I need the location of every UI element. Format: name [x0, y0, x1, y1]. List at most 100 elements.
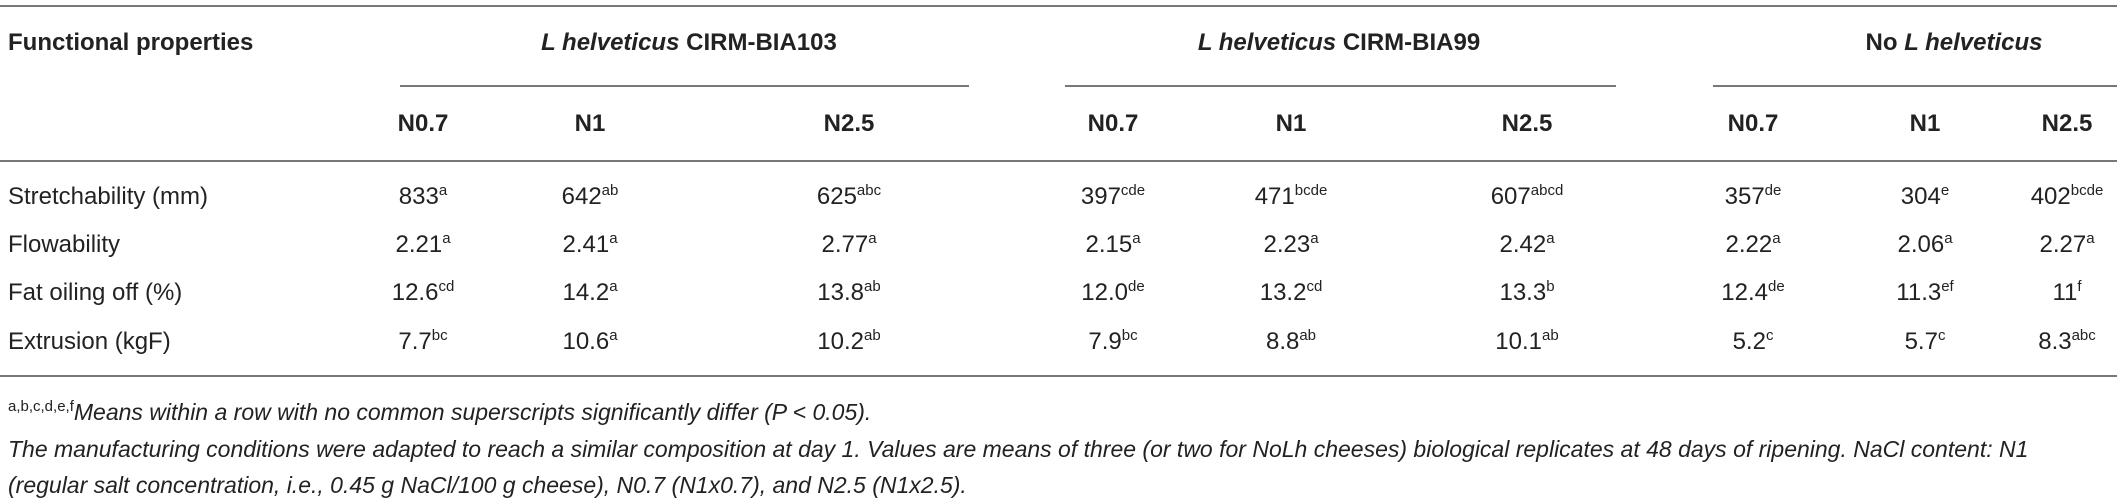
cell-superscript: bcde: [1294, 182, 1328, 199]
cell-value: 357: [1724, 183, 1765, 210]
cell-value: 12.0: [1081, 279, 1129, 306]
cell-value: 402: [2030, 183, 2071, 210]
cell-superscript: bcde: [2070, 182, 2104, 199]
cell: 357de: [1725, 182, 1782, 212]
cell-superscript: f: [2077, 278, 2082, 295]
cell-value: 13.8: [817, 279, 865, 306]
cell-value: 12.4: [1721, 279, 1769, 306]
cell-superscript: de: [1768, 278, 1785, 295]
cell: 625abc: [817, 182, 881, 212]
cell-value: 2.22: [1725, 231, 1773, 258]
column-header: N2.5: [2041, 110, 2093, 137]
cell-value: 7.7: [398, 328, 432, 355]
group-title: L helveticus CIRM-BIA99: [1198, 28, 1480, 58]
group-rule: [1065, 85, 1616, 87]
cell-value: 2.15: [1085, 231, 1133, 258]
cell-superscript: ab: [864, 278, 881, 295]
cell-value: 2.27: [2039, 231, 2087, 258]
cell-superscript: ef: [1941, 278, 1954, 295]
cell-superscript: cd: [1306, 278, 1323, 295]
cell: 11f: [2052, 278, 2081, 308]
cell: 7.7bc: [398, 327, 447, 357]
cell-superscript: a: [1132, 230, 1141, 247]
cell-superscript: a: [1546, 230, 1555, 247]
group-title-part: L helveticus: [1197, 29, 1337, 56]
group-rule: [400, 85, 969, 87]
cell: 2.21a: [395, 230, 450, 260]
cell: 5.7c: [1905, 327, 1946, 357]
column-header: N0.7: [397, 110, 449, 137]
cell: 10.6a: [562, 327, 617, 357]
cell-superscript: ab: [1299, 327, 1317, 344]
cell-superscript: ab: [864, 327, 881, 344]
cell-superscript: e: [1940, 182, 1950, 199]
cell: 397cde: [1081, 182, 1145, 212]
cell-superscript: a: [1772, 230, 1781, 247]
cell-superscript: a: [609, 278, 618, 295]
header-label: Functional properties: [8, 29, 254, 56]
row-label: Stretchability (mm): [8, 183, 209, 210]
cell-superscript: abc: [856, 182, 882, 199]
cell: 14.2a: [562, 278, 617, 308]
column-header: N1: [1909, 110, 1941, 137]
cell-value: 7.9: [1088, 328, 1122, 355]
cell-value: 2.41: [562, 231, 610, 258]
cell-value: 2.21: [395, 231, 443, 258]
column-header: N2.5: [823, 110, 875, 137]
rule: [0, 5, 2117, 7]
cell-value: 13.3: [1499, 279, 1547, 306]
cell: 2.41a: [562, 230, 617, 260]
cell-value: 8.8: [1265, 328, 1300, 355]
cell: 2.23a: [1263, 230, 1318, 260]
cell: 13.2cd: [1260, 278, 1323, 308]
cell-superscript: c: [1765, 327, 1774, 344]
group-title-part: CIRM-BIA103: [686, 29, 837, 56]
cell-superscript: abc: [2071, 327, 2096, 344]
cell-value: 10.2: [817, 328, 865, 355]
column-header: N1: [1275, 110, 1307, 137]
cell-superscript: a: [1944, 230, 1953, 247]
cell: 7.9bc: [1088, 327, 1137, 357]
cell-value: 8.3: [2038, 328, 2072, 355]
cell-value: 2.42: [1499, 231, 1547, 258]
cell-value: 607: [1490, 183, 1531, 210]
cell-superscript: ab: [1542, 327, 1559, 344]
cell-superscript: a: [868, 230, 877, 247]
cell-superscript: a: [442, 230, 451, 247]
group-rule: [1713, 85, 2117, 87]
rule: [0, 375, 2117, 377]
cell: 5.2c: [1733, 327, 1774, 357]
cell-superscript: bc: [1121, 327, 1138, 344]
cell: 2.27a: [2039, 230, 2094, 260]
cell: 13.3b: [1499, 278, 1554, 308]
cell-value: 5.2: [1732, 328, 1766, 355]
cell-superscript: a: [609, 230, 618, 247]
cell: 2.42a: [1499, 230, 1554, 260]
cell-superscript: a: [438, 182, 448, 199]
cell: 2.77a: [821, 230, 876, 260]
cell-value: 13.2: [1259, 279, 1307, 306]
cell: 2.15a: [1085, 230, 1140, 260]
cell: 8.3abc: [2038, 327, 2096, 357]
cell-superscript: abcd: [1530, 182, 1564, 199]
cell-value: 397: [1080, 183, 1121, 210]
cell: 304e: [1901, 182, 1949, 212]
cell-value: 11: [2052, 279, 2078, 306]
column-header: N2.5: [1501, 110, 1553, 137]
cell: 642ab: [562, 182, 619, 212]
cell-value: 11.3: [1896, 279, 1942, 306]
cell-superscript: de: [1128, 278, 1145, 295]
row-label: Extrusion (kgF): [8, 328, 171, 355]
column-header: N0.7: [1727, 110, 1779, 137]
rule: [0, 160, 2117, 162]
row-label: Fat oiling off (%): [8, 279, 183, 306]
cell: 12.0de: [1081, 278, 1144, 308]
group-title-part: No: [1865, 29, 1898, 56]
cell-superscript: c: [1937, 327, 1946, 344]
cell-superscript: cd: [438, 278, 455, 295]
cell-superscript: a: [1310, 230, 1319, 247]
cell-value: 642: [561, 183, 602, 210]
cell-value: 2.23: [1263, 231, 1311, 258]
cell: 11.3ef: [1896, 278, 1953, 308]
